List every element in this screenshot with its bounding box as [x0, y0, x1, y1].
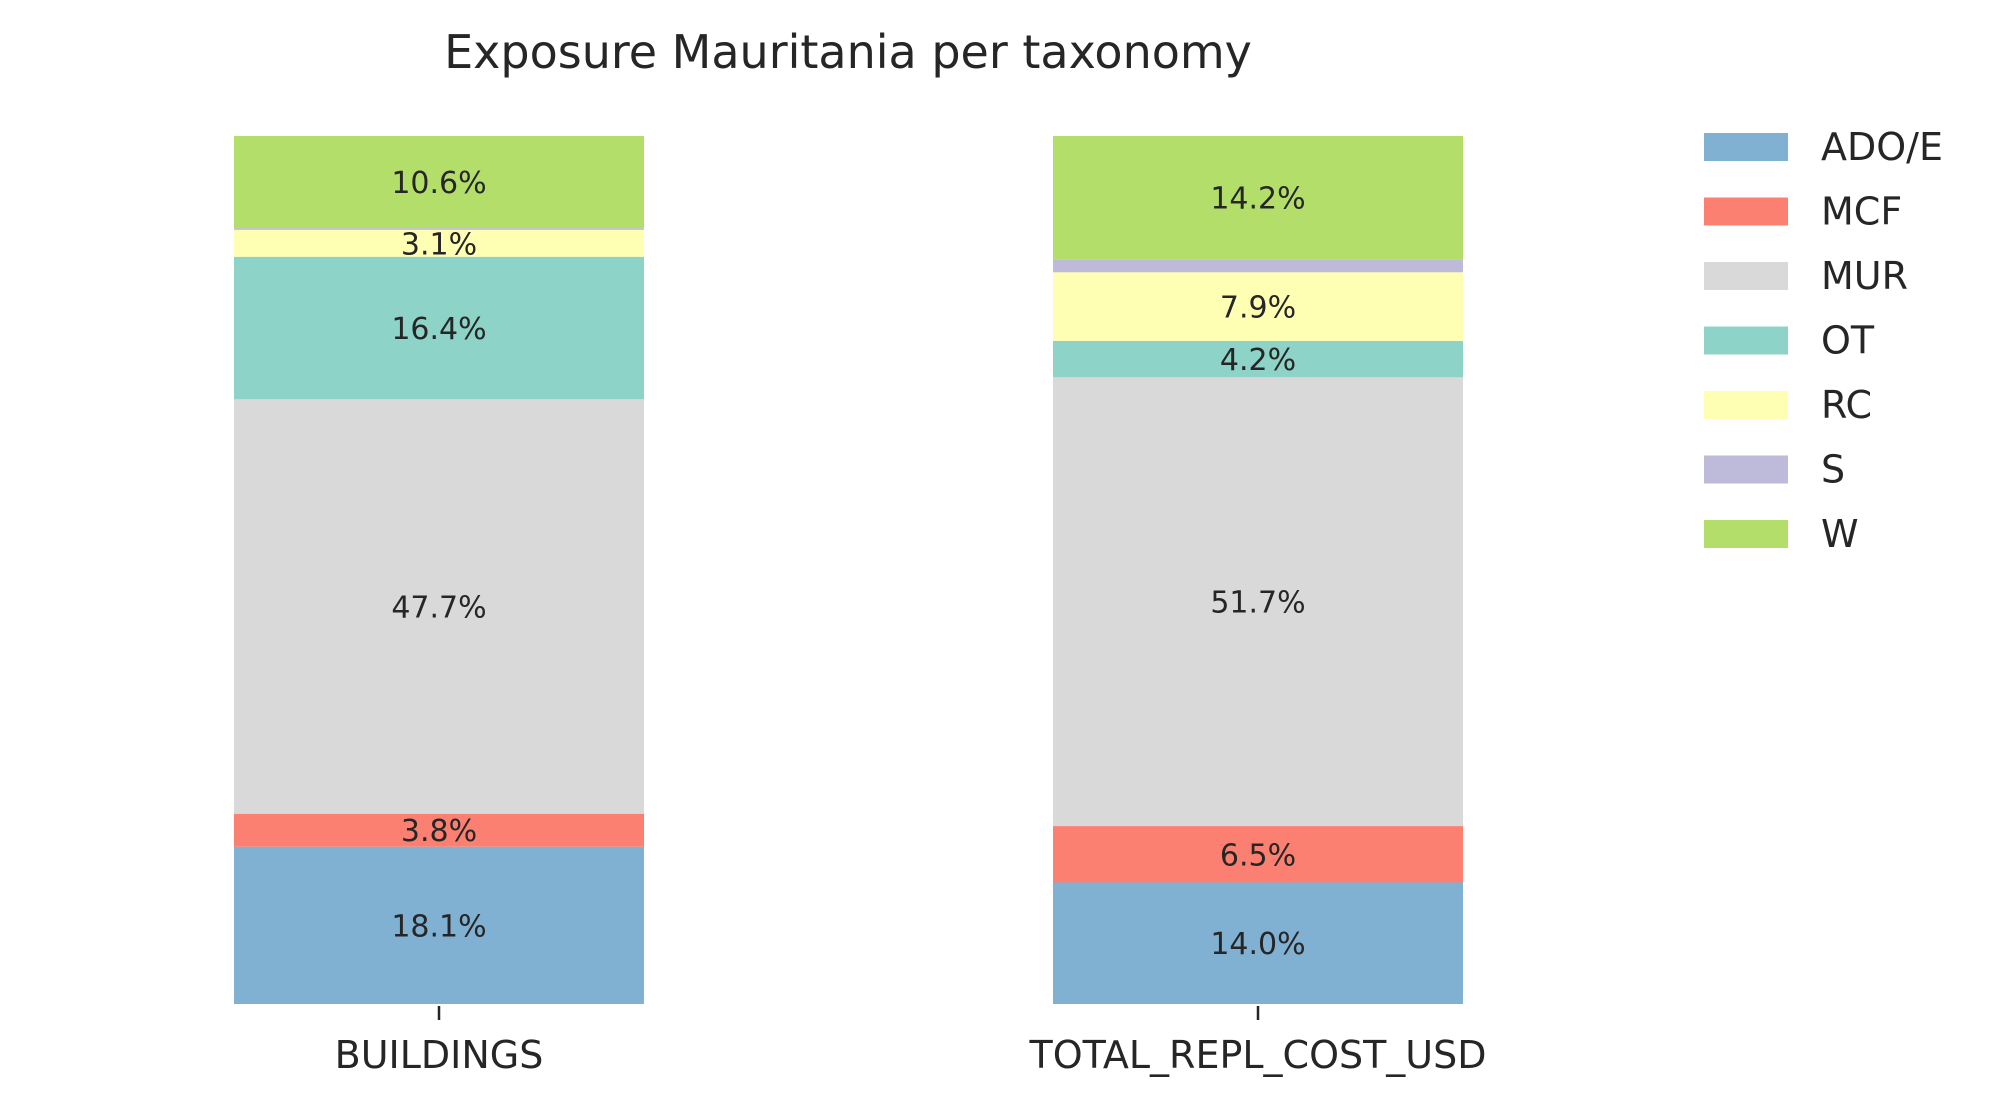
bar-segment-ot-total-repl-cost-usd: [1053, 340, 1463, 378]
x-axis: BUILDINGS TOTAL_REPL_COST_USD: [335, 1006, 1487, 1077]
bar-segment-mur-buildings: [234, 399, 644, 814]
legend-swatch: [1704, 520, 1788, 548]
bar-segment-w-total-repl-cost-usd: [1053, 136, 1463, 260]
legend-swatch: [1704, 391, 1788, 419]
legend-label: MCF: [1821, 190, 1902, 234]
chart-title: Exposure Mauritania per taxonomy: [444, 25, 1252, 79]
data-label: 3.8%: [401, 814, 477, 849]
data-label: 51.7%: [1210, 586, 1305, 621]
bar-segment-s-total-repl-cost-usd: [1053, 259, 1463, 273]
legend-swatch: [1704, 133, 1788, 161]
x-tick-label: BUILDINGS: [335, 1033, 544, 1077]
legend-label: MUR: [1821, 254, 1908, 298]
legend-swatch: [1704, 455, 1788, 484]
bar-segment-mur-total-repl-cost-usd: [1053, 377, 1463, 827]
bar-segment-ot-buildings: [234, 256, 644, 400]
data-label: 14.2%: [1210, 182, 1305, 217]
legend-label: RC: [1821, 383, 1872, 427]
data-label: 4.2%: [1220, 343, 1296, 378]
bar-segment-ado-e-buildings: [234, 846, 644, 1004]
legend: ADO/E MCF MUR OT RC SW: [1704, 125, 1943, 556]
data-label: 3.1%: [401, 227, 477, 262]
data-label: 10.6%: [391, 166, 486, 201]
bar-segment-rc-total-repl-cost-usd: [1053, 272, 1463, 341]
legend-swatch: [1704, 262, 1788, 290]
legend-swatch: [1704, 326, 1788, 355]
segment-labels-layer: 18.1% 3.8% 47.7% 16.4% 3.1% 10.6% 14.0% 6.5% 51.…: [391, 166, 1305, 962]
legend-label: W: [1821, 512, 1859, 556]
legend-label: OT: [1821, 319, 1875, 363]
data-label: 7.9%: [1220, 291, 1296, 326]
legend-label: ADO/E: [1821, 125, 1943, 169]
bar-segment-w-buildings: [234, 136, 644, 229]
data-label: 47.7%: [391, 590, 486, 625]
data-label: 6.5%: [1220, 838, 1296, 873]
bar-segment-ado-e-total-repl-cost-usd: [1053, 882, 1463, 1004]
bar-segment-s-buildings: [234, 228, 644, 230]
data-label: 18.1%: [391, 909, 486, 944]
x-tick-label: TOTAL_REPL_COST_USD: [1028, 1033, 1486, 1077]
data-label: 14.0%: [1210, 927, 1305, 962]
data-label: 16.4%: [391, 312, 486, 347]
legend-label: S: [1821, 448, 1845, 492]
bar-segment-mcf-total-repl-cost-usd: [1053, 826, 1463, 883]
bar-segment-mcf-buildings: [234, 813, 644, 847]
bar-segment-rc-buildings: [234, 229, 644, 257]
legend-swatch: [1704, 197, 1788, 226]
bars-layer: [234, 136, 1463, 1004]
